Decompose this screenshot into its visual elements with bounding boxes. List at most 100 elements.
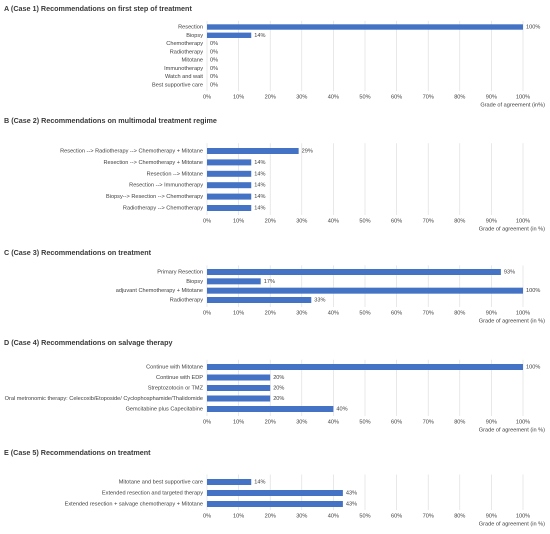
x-tick-label: 90%	[486, 513, 497, 519]
bar	[207, 269, 501, 275]
category-label: Mitotane	[182, 58, 203, 64]
bar	[207, 193, 252, 200]
x-tick-label: 40%	[328, 419, 339, 425]
bar	[207, 406, 334, 412]
value-label: 20%	[273, 375, 284, 381]
category-label: Resection --> Chemotherapy + Mitotane	[104, 160, 204, 166]
category-label: Best supportive care	[152, 82, 203, 88]
x-tick-label: 80%	[454, 310, 465, 316]
x-tick-label: 0%	[203, 218, 211, 224]
value-label: 14%	[254, 160, 265, 166]
x-tick-label: 20%	[265, 94, 276, 100]
x-tick-label: 20%	[265, 310, 276, 316]
category-label: adjuvant Chemotherapy + Mitotane	[116, 288, 203, 294]
x-tick-label: 100%	[516, 513, 530, 519]
category-label: Immunotherapy	[164, 66, 203, 72]
x-tick-label: 20%	[265, 218, 276, 224]
category-label: Continue with EDP	[156, 375, 203, 381]
x-tick-label: 80%	[454, 218, 465, 224]
x-tick-label: 30%	[296, 419, 307, 425]
x-axis-label: Grade of agreement (in %)	[479, 427, 545, 433]
x-tick-label: 70%	[423, 310, 434, 316]
x-tick-label: 80%	[454, 94, 465, 100]
bar	[207, 479, 252, 485]
x-axis-label: Grade of agreement (in %)	[479, 226, 545, 232]
x-tick-label: 80%	[454, 419, 465, 425]
category-label: Gemcitabine plus Capecitabine	[126, 406, 203, 412]
x-tick-label: 70%	[423, 513, 434, 519]
value-label: 100%	[526, 364, 540, 370]
category-label: Chemotherapy	[166, 41, 203, 47]
x-tick-label: 0%	[203, 419, 211, 425]
x-tick-label: 90%	[486, 310, 497, 316]
chart-title: B (Case 2) Recommendations on multimodal…	[4, 116, 217, 125]
x-tick-label: 30%	[296, 310, 307, 316]
category-label: Streptozotocin or TMZ	[148, 385, 204, 391]
category-label: Mitotane and best supportive care	[119, 479, 203, 485]
bar	[207, 374, 271, 381]
bar	[207, 205, 252, 211]
bar	[207, 395, 271, 402]
x-tick-label: 0%	[203, 310, 211, 316]
value-label: 17%	[264, 279, 275, 285]
value-label: 33%	[314, 297, 325, 303]
value-label: 0%	[210, 58, 218, 64]
bar	[207, 182, 252, 189]
bar	[207, 148, 299, 154]
bar	[207, 297, 312, 303]
value-label: 20%	[273, 396, 284, 402]
category-label: Biopsy--> Resection --> Chemotherapy	[106, 194, 203, 200]
category-label: Biopsy	[186, 279, 203, 285]
x-tick-label: 40%	[328, 218, 339, 224]
value-label: 14%	[254, 171, 265, 177]
bar	[207, 32, 252, 38]
value-label: 14%	[254, 183, 265, 189]
chart-title: D (Case 4) Recommendations on salvage th…	[4, 338, 173, 347]
value-label: 0%	[210, 41, 218, 47]
bar	[207, 287, 523, 294]
x-tick-label: 60%	[391, 94, 402, 100]
x-tick-label: 50%	[359, 94, 370, 100]
category-label: Continue with Mitotane	[146, 364, 203, 370]
x-tick-label: 20%	[265, 513, 276, 519]
bar	[207, 24, 523, 30]
bar	[207, 490, 343, 496]
x-tick-label: 40%	[328, 513, 339, 519]
x-tick-label: 90%	[486, 94, 497, 100]
category-label: Resection	[178, 24, 203, 30]
x-tick-label: 100%	[516, 94, 530, 100]
x-tick-label: 50%	[359, 218, 370, 224]
x-tick-label: 80%	[454, 513, 465, 519]
x-tick-label: 10%	[233, 513, 244, 519]
value-label: 20%	[273, 385, 284, 391]
value-label: 14%	[254, 194, 265, 200]
x-tick-label: 10%	[233, 218, 244, 224]
category-label: Oral metronomic therapy: Celecoxib/Etopo…	[5, 396, 203, 402]
x-tick-label: 40%	[328, 94, 339, 100]
category-label: Primary Resection	[157, 269, 203, 275]
x-axis-label: Grade of agreement (in %)	[479, 318, 545, 324]
x-tick-label: 50%	[359, 513, 370, 519]
x-tick-label: 70%	[423, 218, 434, 224]
x-tick-label: 70%	[423, 419, 434, 425]
category-label: Biopsy	[186, 33, 203, 39]
category-label: Extended resection + salvage chemotherap…	[65, 501, 203, 507]
value-label: 0%	[210, 74, 218, 80]
x-tick-label: 60%	[391, 419, 402, 425]
bar	[207, 385, 271, 391]
x-tick-label: 50%	[359, 310, 370, 316]
x-tick-label: 40%	[328, 310, 339, 316]
value-label: 43%	[346, 490, 357, 496]
x-axis-label: Grade of agreement (in%)	[480, 102, 545, 108]
value-label: 100%	[526, 288, 540, 294]
value-label: 40%	[336, 406, 347, 412]
value-label: 100%	[526, 24, 540, 30]
x-tick-label: 50%	[359, 419, 370, 425]
bar	[207, 364, 523, 370]
x-tick-label: 100%	[516, 218, 530, 224]
value-label: 43%	[346, 501, 357, 507]
category-label: Extended resection and targeted therapy	[102, 490, 203, 496]
category-label: Radiotherapy	[170, 49, 203, 55]
